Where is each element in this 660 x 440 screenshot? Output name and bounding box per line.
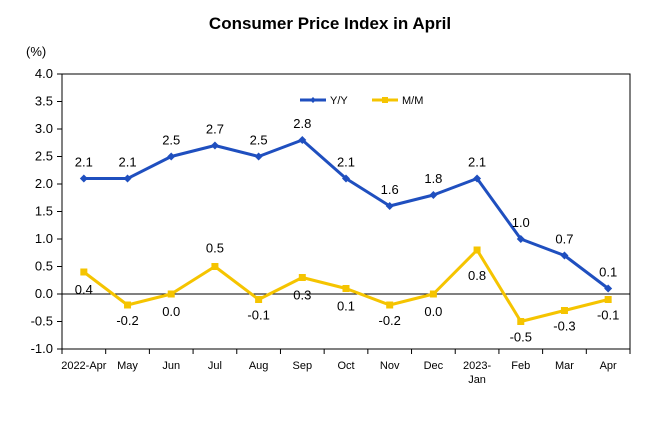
x-tick-label: Nov xyxy=(380,360,400,372)
data-label: -0.1 xyxy=(597,308,619,323)
legend-marker xyxy=(310,97,316,103)
data-point xyxy=(342,285,350,292)
data-label: 1.0 xyxy=(512,215,530,230)
y-tick-label: 2.5 xyxy=(35,149,53,164)
data-label: 0.7 xyxy=(555,232,573,247)
data-point xyxy=(604,284,613,293)
data-point xyxy=(167,152,176,161)
data-point xyxy=(254,152,263,161)
y-tick-label: -0.5 xyxy=(31,314,53,329)
data-label: 2.5 xyxy=(162,133,180,148)
x-tick-label: Feb xyxy=(511,360,530,372)
data-point xyxy=(255,296,263,303)
data-label: -0.3 xyxy=(553,319,575,334)
y-tick-label: -1.0 xyxy=(31,341,53,356)
x-tick-label: Jan xyxy=(468,374,486,386)
data-label: 0.0 xyxy=(162,304,180,319)
x-tick-label: Aug xyxy=(249,360,269,372)
data-point xyxy=(167,290,175,298)
x-tick-label: May xyxy=(117,360,138,372)
data-label: 0.0 xyxy=(424,304,442,319)
data-label: 2.1 xyxy=(118,155,136,170)
data-point xyxy=(298,136,307,144)
y-tick-label: 4.0 xyxy=(35,66,53,81)
y-tick-label: 1.5 xyxy=(35,204,53,219)
plot-area: -1.0 -0.5 0.0 0.5 1.0 1.5 2.0 2.5 3.0 3.5 4.0 2022-… xyxy=(31,66,631,386)
x-tick-label: Oct xyxy=(337,360,354,372)
data-point xyxy=(79,174,88,183)
legend-marker xyxy=(382,97,388,103)
data-point xyxy=(298,274,306,281)
x-tick-label: 2022-Apr xyxy=(61,360,107,372)
data-label: -0.2 xyxy=(378,313,400,328)
legend-label: M/M xyxy=(402,95,423,107)
data-label: 2.1 xyxy=(468,155,486,170)
y-tick-label: 3.5 xyxy=(35,94,53,109)
data-point xyxy=(386,301,394,309)
data-label: 2.5 xyxy=(250,133,268,148)
data-label: 2.7 xyxy=(206,122,224,137)
data-point xyxy=(560,307,568,314)
data-point xyxy=(473,174,482,183)
y-tick-label: 3.0 xyxy=(35,121,53,136)
data-point xyxy=(516,235,525,243)
data-point xyxy=(124,301,132,309)
legend-label: Y/Y xyxy=(330,95,348,107)
data-label: 0.4 xyxy=(75,282,93,297)
data-point xyxy=(429,191,438,199)
data-label: 0.8 xyxy=(468,268,486,283)
chart-title: Consumer Price Index in April xyxy=(208,14,452,33)
data-label: -0.1 xyxy=(247,308,269,323)
data-label: 1.8 xyxy=(424,171,442,186)
data-point xyxy=(517,318,525,325)
x-tick-label: 2023- xyxy=(463,360,491,372)
data-label: 2.1 xyxy=(337,155,355,170)
x-tick-label: Jun xyxy=(162,360,180,372)
y-tick-label: 0.5 xyxy=(35,259,53,274)
data-label: 0.1 xyxy=(337,299,355,314)
data-point xyxy=(429,290,437,298)
data-label: 2.1 xyxy=(75,155,93,170)
data-label: -0.2 xyxy=(116,313,138,328)
x-tick-label: Mar xyxy=(555,360,574,372)
data-point xyxy=(604,296,612,303)
data-point xyxy=(560,251,569,260)
data-point xyxy=(342,174,350,183)
data-label: -0.5 xyxy=(510,330,532,345)
x-tick-label: Dec xyxy=(424,360,444,372)
data-label: 0.1 xyxy=(599,265,617,280)
data-point xyxy=(473,246,481,254)
y-tick-label: 2.0 xyxy=(35,176,53,191)
data-label: 0.5 xyxy=(206,241,224,256)
data-point xyxy=(210,141,219,150)
data-label: 0.3 xyxy=(293,288,311,303)
data-label: 1.6 xyxy=(381,182,399,197)
data-point xyxy=(123,174,132,183)
data-point xyxy=(211,263,219,270)
x-tick-label: Jul xyxy=(208,360,222,372)
y-tick-label: 1.0 xyxy=(35,231,53,246)
data-point xyxy=(385,202,394,210)
data-point xyxy=(80,268,88,276)
x-tick-label: Sep xyxy=(293,360,313,372)
x-tick-label: Apr xyxy=(600,360,617,372)
y-tick-label: 0.0 xyxy=(35,286,53,301)
y-axis-unit-label: (%) xyxy=(26,44,46,59)
data-label: 2.8 xyxy=(293,116,311,131)
